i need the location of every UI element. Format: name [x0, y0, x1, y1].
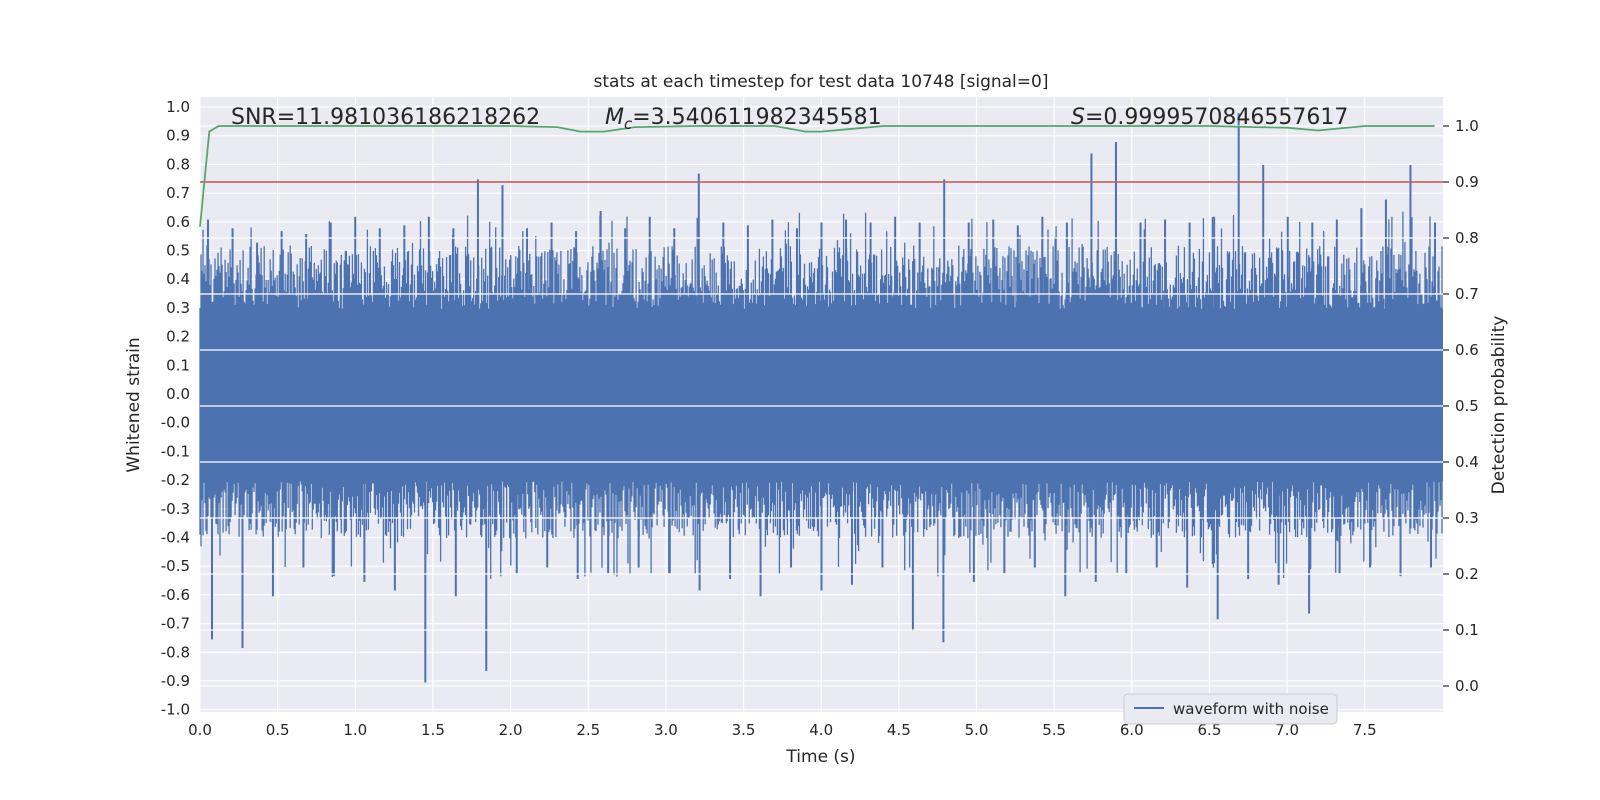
y2-tick-label: 0.9 [1455, 173, 1479, 191]
y-tick-label: 0.5 [166, 242, 190, 260]
legend-label: waveform with noise [1173, 700, 1329, 718]
y-tick-label: 0.4 [166, 270, 190, 288]
x-tick-label: 7.0 [1275, 721, 1299, 739]
y-tick-label: -0.5 [161, 557, 190, 575]
score-annotation: S=0.9999570846557617 [1071, 105, 1348, 130]
y-tick-label: 0.9 [166, 127, 190, 145]
chirp-mass-annotation: Mc=3.540611982345581 [605, 105, 882, 133]
score-symbol: S [1071, 105, 1085, 130]
snr-annotation: SNR=11.981036186218262 [231, 105, 540, 130]
score-value: =0.9999570846557617 [1085, 105, 1348, 130]
y-axis-label: Whitened strain [124, 337, 144, 472]
x-tick-label: 4.0 [809, 721, 833, 739]
y-tick-label: 0.3 [166, 299, 190, 317]
y2-tick-label: 0.7 [1455, 285, 1479, 303]
y-tick-label: -0.8 [161, 643, 190, 661]
y-tick-label: 1.0 [166, 98, 190, 116]
y-tick-label: -0.4 [161, 529, 190, 547]
waveform-series [199, 113, 1443, 683]
x-tick-label: 3.5 [732, 721, 756, 739]
chirp-mass-value: =3.540611982345581 [632, 105, 881, 130]
y2-axis-ticks: 1.0 0.9 0.8 0.7 0.6 0.5 0.4 0.3 0.2 0.1 0.0 [1443, 117, 1479, 695]
y-tick-label: 0.1 [166, 356, 190, 374]
y-tick-label: -0.7 [161, 615, 190, 633]
y-tick-label: 0.7 [166, 184, 190, 202]
x-tick-label: 2.0 [499, 721, 523, 739]
y-tick-label: 0.8 [166, 155, 190, 173]
chart-title: stats at each timestep for test data 107… [594, 72, 1049, 92]
x-tick-label: 1.5 [421, 721, 445, 739]
y2-tick-label: 0.8 [1455, 229, 1479, 247]
y2-tick-label: 0.6 [1455, 341, 1479, 359]
y2-tick-label: 0.3 [1455, 509, 1479, 527]
legend-box [1123, 693, 1338, 725]
y-tick-label: 0.0 [166, 385, 190, 403]
chirp-mass-symbol: M [605, 105, 624, 130]
x-tick-label: 6.0 [1120, 721, 1144, 739]
x-tick-label: 5.5 [1042, 721, 1066, 739]
y-tick-label: -0.0 [161, 414, 190, 432]
y-tick-label: -0.6 [161, 586, 190, 604]
x-tick-label: 4.5 [887, 721, 911, 739]
x-tick-label: 0.5 [266, 721, 290, 739]
y-tick-label: -1.0 [161, 701, 190, 719]
y-axis-ticks: 1.0 0.9 0.8 0.7 0.6 0.5 0.4 0.3 0.2 0.1 0.0 -0.0 -0.… [161, 98, 190, 719]
x-tick-label: 3.0 [654, 721, 678, 739]
y2-axis-label: Detection probability [1489, 316, 1509, 495]
y2-tick-label: 1.0 [1455, 117, 1479, 135]
x-axis-ticks: 0.0 0.5 1.0 1.5 2.0 2.5 3.0 3.5 4.0 4.5 5.0 5.5 6.0 6… [188, 721, 1377, 739]
detection-probability-line [199, 125, 1435, 227]
x-tick-label: 0.0 [188, 721, 212, 739]
chirp-mass-subscript: c [624, 115, 633, 133]
x-tick-label: 7.5 [1353, 721, 1377, 739]
y2-tick-label: 0.5 [1455, 397, 1479, 415]
x-tick-label: 5.0 [965, 721, 989, 739]
x-tick-label: 6.5 [1198, 721, 1222, 739]
y2-tick-label: 0.1 [1455, 621, 1479, 639]
y2-tick-label: 0.0 [1455, 677, 1479, 695]
legend: waveform with noise [1123, 693, 1338, 725]
y-tick-label: -0.2 [161, 471, 190, 489]
x-tick-label: 1.0 [343, 721, 367, 739]
x-axis-label: Time (s) [785, 747, 855, 767]
y-tick-label: 0.6 [166, 213, 190, 231]
y-tick-label: -0.9 [161, 672, 190, 690]
y-tick-label: -0.1 [161, 442, 190, 460]
y-tick-label: -0.3 [161, 500, 190, 518]
x-tick-label: 2.5 [576, 721, 600, 739]
y2-tick-label: 0.4 [1455, 453, 1479, 471]
y2-tick-label: 0.2 [1455, 565, 1479, 583]
y-tick-label: 0.2 [166, 328, 190, 346]
